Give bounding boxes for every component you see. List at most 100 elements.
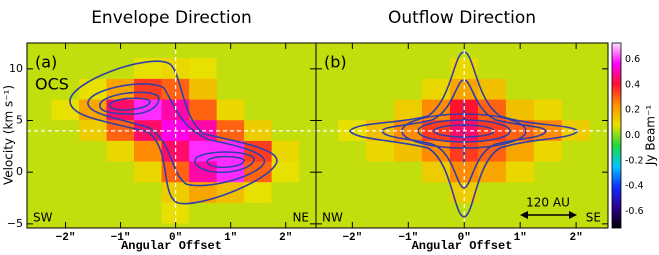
heatmap-cell	[561, 78, 591, 101]
heatmap-cell	[338, 99, 367, 121]
panel-title: Outflow Direction	[388, 8, 536, 28]
colorbar-tick-label: -0.6	[625, 206, 644, 217]
heatmap-cell	[338, 43, 367, 59]
heatmap-cell	[106, 182, 135, 204]
contour	[381, 79, 547, 189]
heatmap-cell	[561, 161, 591, 183]
heatmap-cell	[271, 140, 300, 163]
heatmap-cell	[78, 78, 108, 101]
heatmap-cell	[216, 99, 245, 121]
plot-frame	[315, 42, 609, 229]
heatmap-cell	[106, 140, 135, 163]
annotation: SE	[586, 211, 601, 225]
colorbar-tick-label: 0.4	[625, 79, 640, 90]
heatmap-cell	[189, 223, 218, 228]
heatmap-cell	[189, 43, 218, 59]
x-tick-label: −2″	[56, 232, 76, 244]
heatmap-cell	[134, 43, 163, 59]
heatmap-cell	[134, 223, 163, 228]
heatmap-cell	[338, 202, 367, 225]
y-tick-label: 10	[9, 62, 23, 75]
heatmap-cell	[477, 223, 507, 228]
heatmap-cell	[394, 161, 423, 183]
heatmap-cell	[477, 43, 507, 59]
scale-bar	[520, 211, 577, 219]
heatmap-cell	[533, 161, 563, 183]
heatmap-cell	[394, 99, 423, 121]
heatmap-cell	[216, 202, 245, 225]
heatmap-cell	[338, 182, 367, 204]
heatmap-cell	[366, 223, 395, 228]
x-tick-label: 1″	[224, 232, 237, 244]
heatmap-cell	[51, 43, 80, 59]
heatmap-cell	[366, 43, 395, 59]
heatmap-cell	[533, 58, 563, 80]
heatmap-cell	[366, 78, 395, 101]
contour	[99, 91, 160, 115]
heatmap-cell	[299, 78, 316, 101]
heatmap-cell	[533, 140, 563, 163]
heatmap-cell	[338, 78, 367, 101]
heatmap-cell	[589, 99, 608, 121]
heatmap-cell	[271, 78, 300, 101]
heatmap-cell	[561, 202, 591, 225]
heatmap-cell	[271, 202, 300, 225]
heatmap-cell	[477, 140, 507, 163]
heatmap-cell	[27, 223, 53, 228]
heatmap-cell	[316, 161, 339, 183]
heatmap-cell	[244, 182, 273, 204]
heatmap-cell	[505, 202, 535, 225]
heatmap-cell	[299, 223, 316, 228]
heatmap-cell	[449, 78, 479, 101]
heatmap-cell	[189, 58, 218, 80]
heatmap-cell	[189, 140, 218, 163]
annotation: 120 AU	[526, 196, 570, 210]
heatmap-cell	[505, 58, 535, 80]
heatmap-cell	[477, 182, 507, 204]
heatmap-cell	[27, 78, 53, 101]
heatmap-cell	[421, 140, 451, 163]
heatmap-cell	[589, 202, 608, 225]
heatmap-cell	[78, 202, 108, 225]
heatmap-cell	[189, 99, 218, 121]
heatmap-cell	[421, 202, 451, 225]
heatmap-cell	[189, 202, 218, 225]
heatmap-cell	[244, 78, 273, 101]
heatmap-cell	[366, 182, 395, 204]
heatmap-cell	[106, 43, 135, 59]
heatmap-cell	[589, 161, 608, 183]
heatmap-cell	[27, 99, 53, 121]
heatmap-cell	[505, 140, 535, 163]
heatmap-cell	[134, 202, 163, 225]
heatmap-cell	[561, 99, 591, 121]
heatmap-cell	[394, 78, 423, 101]
heatmap-cell	[316, 78, 339, 101]
contour	[87, 83, 265, 187]
annotation: OCS	[35, 75, 69, 94]
heatmap-cell	[189, 182, 218, 204]
heatmap-cell	[589, 78, 608, 101]
heatmap-cell	[561, 182, 591, 204]
heatmap-cell	[299, 182, 316, 204]
y-tick-label: 5	[16, 114, 23, 127]
heatmap-cell	[244, 58, 273, 80]
heatmap-cell	[106, 58, 135, 80]
heatmap-cell	[505, 182, 535, 204]
heatmap-cell	[27, 120, 53, 142]
heatmap-cell	[394, 43, 423, 59]
y-tick-label: 0	[16, 165, 23, 178]
heatmap-cell	[244, 43, 273, 59]
heatmap-cell	[78, 223, 108, 228]
heatmap-cell	[561, 140, 591, 163]
heatmap-cell	[366, 202, 395, 225]
heatmap-cell	[477, 78, 507, 101]
y-axis-label: Velocity (km s⁻¹)	[2, 85, 16, 185]
heatmap-cell	[421, 43, 451, 59]
heatmap-cell	[394, 140, 423, 163]
heatmap-cell	[216, 43, 245, 59]
heatmap-cell	[338, 161, 367, 183]
contour	[69, 60, 278, 205]
heatmap-cell	[589, 43, 608, 59]
heatmap-cell	[316, 58, 339, 80]
heatmap-cell	[244, 202, 273, 225]
